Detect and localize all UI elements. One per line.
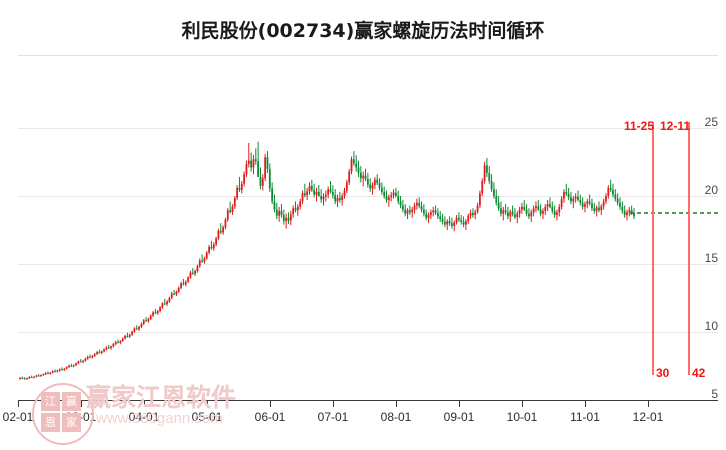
cycle-line-11-25 [652,122,654,375]
x-tick-label-12-01: 12-01 [632,410,664,424]
gridline-20 [18,196,718,197]
x-tick-09-01 [459,400,460,407]
y-tick-label-5: 5 [711,387,718,401]
x-tick-label-06-01: 06-01 [254,410,286,424]
gridline-15 [18,264,718,265]
x-tick-label-11-01: 11-01 [570,410,600,424]
y-tick-label-20: 20 [704,183,718,197]
x-tick-08-01 [396,400,397,407]
x-tick-06-01 [270,400,271,407]
x-tick-label-09-01: 09-01 [443,410,475,424]
x-tick-label-10-01: 10-01 [506,410,538,424]
x-axis-line [18,400,718,401]
page-title: 利民股份(002734)赢家螺旋历法时间循环 [181,20,545,42]
y-tick-label-10: 10 [704,319,718,333]
y-tick-label-15: 15 [704,251,718,265]
x-tick-10-01 [522,400,523,407]
gridline-25 [18,128,718,129]
plot-top-border [18,55,718,56]
cycle-count-label-30: 30 [656,366,670,380]
x-tick-11-01 [585,400,586,407]
x-tick-label-07-01: 07-01 [317,410,349,424]
cycle-line-12-11 [688,122,690,375]
x-tick-03-01 [81,400,82,407]
x-tick-label-08-01: 08-01 [380,410,412,424]
x-tick-12-01 [648,400,649,407]
gridline-10 [18,332,718,333]
x-tick-label-02-01: 02-01 [2,410,34,424]
cycle-date-label-12-11: 12-11 [660,119,691,133]
cycle-count-label-42: 42 [692,366,706,380]
y-tick-label-25: 25 [704,115,718,129]
x-tick-02-01 [18,400,19,407]
cycle-date-label-11-25: 11-25 [624,119,655,133]
x-tick-label-04-01: 04-01 [128,410,160,424]
x-tick-05-01 [207,400,208,407]
x-tick-label-05-01: 05-01 [191,410,223,424]
x-tick-07-01 [333,400,334,407]
x-tick-04-01 [144,400,145,407]
